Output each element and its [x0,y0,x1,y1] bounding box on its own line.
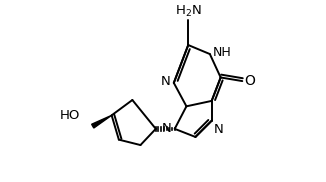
Text: N: N [161,76,170,88]
Text: NH: NH [213,46,232,59]
Text: H$_2$N: H$_2$N [175,4,202,19]
Text: N: N [162,122,171,135]
Polygon shape [92,115,111,128]
Text: O: O [244,74,255,88]
Text: HO: HO [60,109,80,122]
Text: N: N [214,123,223,136]
